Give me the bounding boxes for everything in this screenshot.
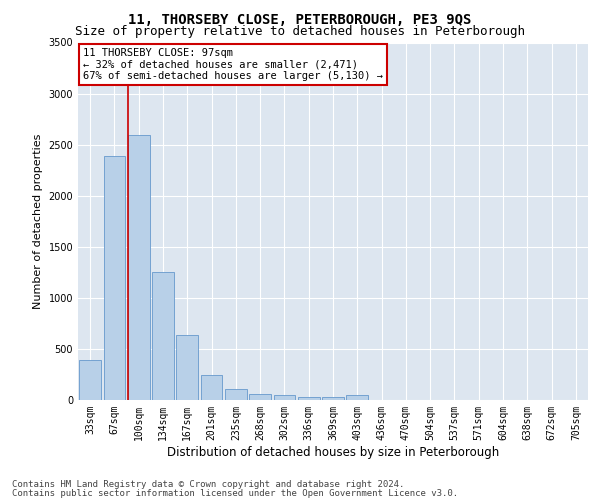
Bar [298, 397, 320, 400]
Text: Contains public sector information licensed under the Open Government Licence v3: Contains public sector information licen… [12, 489, 458, 498]
Bar [225, 389, 247, 400]
Bar [79, 360, 101, 400]
Bar [346, 395, 368, 400]
Bar [200, 375, 223, 400]
Text: Contains HM Land Registry data © Crown copyright and database right 2024.: Contains HM Land Registry data © Crown c… [12, 480, 404, 489]
Bar [249, 394, 271, 400]
Text: 11, THORSEBY CLOSE, PETERBOROUGH, PE3 9QS: 11, THORSEBY CLOSE, PETERBOROUGH, PE3 9Q… [128, 12, 472, 26]
Bar [274, 395, 295, 400]
Bar [322, 397, 344, 400]
Text: 11 THORSEBY CLOSE: 97sqm
← 32% of detached houses are smaller (2,471)
67% of sem: 11 THORSEBY CLOSE: 97sqm ← 32% of detach… [83, 48, 383, 81]
X-axis label: Distribution of detached houses by size in Peterborough: Distribution of detached houses by size … [167, 446, 499, 458]
Bar [176, 334, 198, 400]
Bar [128, 136, 149, 400]
Bar [104, 156, 125, 400]
Bar [152, 272, 174, 400]
Text: Size of property relative to detached houses in Peterborough: Size of property relative to detached ho… [75, 25, 525, 38]
Y-axis label: Number of detached properties: Number of detached properties [33, 134, 43, 309]
